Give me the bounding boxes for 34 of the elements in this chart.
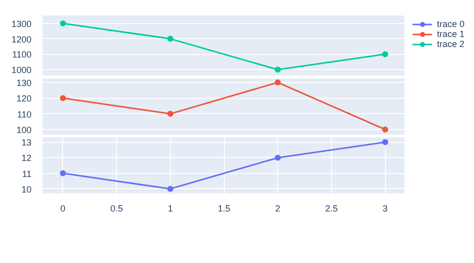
y-tick-label: 130	[16, 78, 32, 88]
y-tick-label: 13	[21, 138, 32, 148]
point	[60, 95, 66, 102]
y-tick-label: 1200	[11, 34, 32, 44]
y-tick-label: 1000	[11, 65, 32, 76]
y-tick-label: 100	[16, 124, 32, 135]
x-tick-label: 3	[382, 204, 388, 214]
legend-label: trace 2	[437, 39, 465, 49]
y-tick-label: 1100	[12, 50, 32, 60]
x-tick-label: 1.5	[218, 204, 230, 214]
y-tick-label: 12	[21, 153, 32, 164]
x-tick-label: 2.5	[325, 204, 338, 214]
point	[167, 110, 174, 117]
x-tick-label: 0	[60, 204, 66, 214]
x-tick-label: 1	[168, 204, 173, 214]
point	[274, 154, 281, 161]
point	[382, 51, 388, 58]
point	[382, 139, 388, 146]
x-tick-label: 2	[275, 204, 280, 214]
x-tick-label: 0.5	[110, 204, 123, 214]
point	[274, 79, 281, 86]
y-tick-label: 1300	[11, 18, 32, 29]
point	[167, 36, 174, 42]
y-tick-label: 10	[21, 184, 32, 194]
legend-label: trace 1	[437, 29, 465, 39]
y-tick-label: 110	[17, 109, 32, 120]
point	[382, 126, 388, 132]
point	[274, 66, 281, 73]
point	[167, 186, 174, 192]
y-tick-label: 120	[16, 94, 32, 104]
point	[60, 170, 66, 176]
y-tick-label: 11	[22, 168, 32, 179]
legend-label: trace 0	[437, 19, 465, 29]
point	[60, 20, 66, 26]
